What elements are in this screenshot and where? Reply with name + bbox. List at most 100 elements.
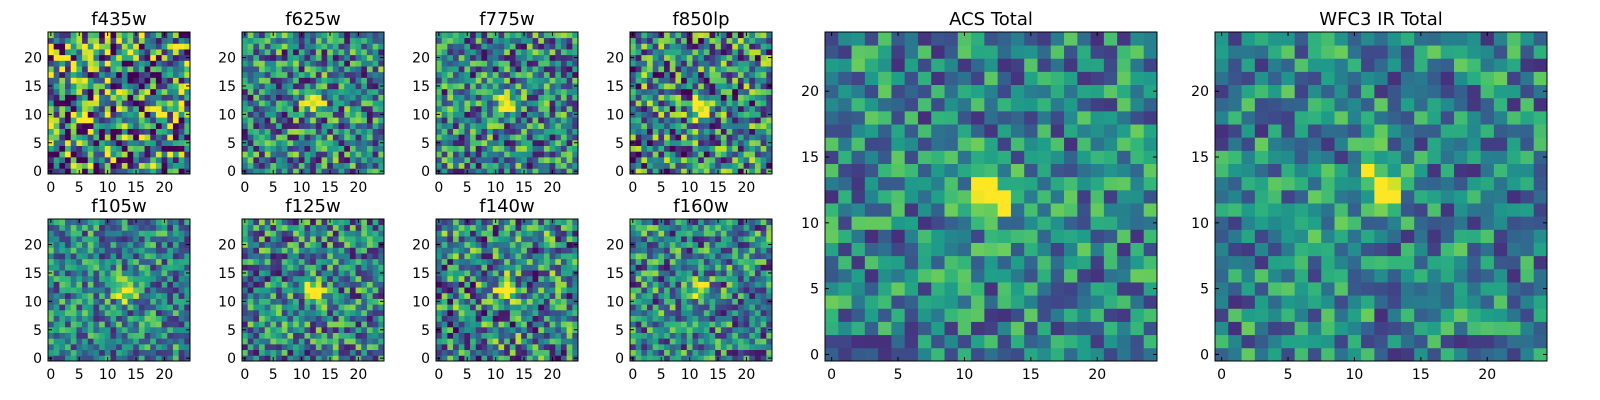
heatmap-cell xyxy=(155,145,162,152)
heatmap-cell xyxy=(293,83,300,90)
heatmap-cell xyxy=(521,139,528,146)
heatmap-cell xyxy=(555,326,562,333)
heatmap-cell xyxy=(737,332,744,339)
heatmap-cell xyxy=(652,60,659,67)
heatmap-cell xyxy=(543,134,550,141)
heatmap-cell xyxy=(93,43,100,50)
heatmap-cell xyxy=(150,309,157,316)
heatmap-cell xyxy=(464,309,471,316)
heatmap-cell xyxy=(698,338,705,345)
heatmap-cell xyxy=(293,349,300,356)
heatmap-cell xyxy=(270,71,277,78)
heatmap-cell xyxy=(749,287,756,294)
heatmap-cell xyxy=(167,304,174,311)
heatmap-cell xyxy=(647,168,654,175)
heatmap-cell xyxy=(669,270,676,277)
heatmap-cell xyxy=(59,355,66,362)
heatmap-cell xyxy=(253,298,260,305)
heatmap-cell xyxy=(59,122,66,129)
heatmap-cell xyxy=(732,66,739,73)
heatmap-cell xyxy=(560,315,568,322)
heatmap-cell xyxy=(555,88,562,95)
heatmap-cell xyxy=(692,332,699,339)
heatmap-cell xyxy=(743,321,750,328)
heatmap-cell xyxy=(372,54,379,61)
heatmap-cell xyxy=(464,264,471,271)
heatmap-cell xyxy=(53,264,60,271)
heatmap-cell xyxy=(167,111,174,118)
heatmap-cell xyxy=(509,94,516,101)
heatmap-cell xyxy=(172,253,180,260)
heatmap-cell xyxy=(453,54,460,61)
heatmap-cell xyxy=(150,219,157,226)
heatmap-cell xyxy=(453,151,460,158)
axes-frame xyxy=(435,31,579,175)
heatmap-cell xyxy=(658,43,665,50)
heatmap-cell xyxy=(361,77,368,84)
heatmap-cell xyxy=(48,321,55,328)
heatmap-cell xyxy=(549,66,556,73)
heatmap-cell xyxy=(344,287,351,294)
x-tick-label: 15 xyxy=(515,367,533,383)
heatmap-cell xyxy=(749,77,756,84)
heatmap-cell xyxy=(70,122,77,129)
heatmap-cell xyxy=(543,253,550,260)
heatmap-cell xyxy=(253,139,260,146)
heatmap-cell xyxy=(298,43,305,50)
heatmap-cell xyxy=(253,83,260,90)
heatmap-cell xyxy=(681,71,688,78)
heatmap-cell xyxy=(526,343,533,351)
heatmap-cell xyxy=(743,66,750,73)
heatmap-cell xyxy=(59,162,66,169)
heatmap-cell xyxy=(504,224,511,231)
heatmap-cell xyxy=(344,100,351,107)
heatmap-cell xyxy=(766,315,773,322)
heatmap-cell xyxy=(532,326,539,333)
heatmap-cell xyxy=(298,315,305,322)
heatmap-cell xyxy=(766,162,773,169)
heatmap-cell xyxy=(538,32,545,39)
heatmap-cell xyxy=(453,309,460,316)
heatmap-cell xyxy=(458,94,465,101)
heatmap-cell xyxy=(264,332,271,339)
heatmap-cell xyxy=(641,94,648,101)
heatmap-cell xyxy=(121,332,128,339)
heatmap-cell xyxy=(715,315,722,322)
heatmap-cell xyxy=(287,292,294,299)
heatmap-cell xyxy=(304,60,311,67)
heatmap-cell xyxy=(526,54,533,61)
heatmap-cell xyxy=(549,88,556,95)
heatmap-cell xyxy=(487,77,494,84)
heatmap-cell xyxy=(178,117,185,124)
heatmap-cell xyxy=(504,128,511,135)
heatmap-cell xyxy=(509,111,516,118)
heatmap-cell xyxy=(264,281,271,288)
heatmap-cell xyxy=(65,162,72,169)
heatmap-cell xyxy=(133,128,140,135)
heatmap-cell xyxy=(726,49,733,56)
heatmap-cell xyxy=(630,275,637,282)
heatmap-cell xyxy=(447,122,454,129)
heatmap-cell xyxy=(178,151,185,158)
heatmap-cell xyxy=(675,326,682,333)
heatmap-cell xyxy=(321,168,328,175)
heatmap-cell xyxy=(321,100,328,107)
heatmap-cell xyxy=(178,66,185,73)
heatmap-cell xyxy=(372,224,379,231)
heatmap-cell xyxy=(127,32,134,39)
heatmap-cell xyxy=(121,275,128,282)
heatmap-cell xyxy=(53,88,60,95)
heatmap-cell xyxy=(441,43,448,50)
heatmap-cell xyxy=(178,134,185,141)
heatmap-cell xyxy=(737,315,744,322)
heatmap-cell xyxy=(276,332,283,339)
heatmap-cell xyxy=(521,264,528,271)
heatmap-cell xyxy=(492,321,499,328)
heatmap-cell xyxy=(754,128,762,135)
heatmap-cell xyxy=(76,343,83,351)
heatmap-cell xyxy=(726,83,733,90)
heatmap-cell xyxy=(287,332,294,339)
heatmap-cell xyxy=(138,309,145,316)
heatmap-cell xyxy=(566,219,573,226)
heatmap-cell xyxy=(259,43,266,50)
